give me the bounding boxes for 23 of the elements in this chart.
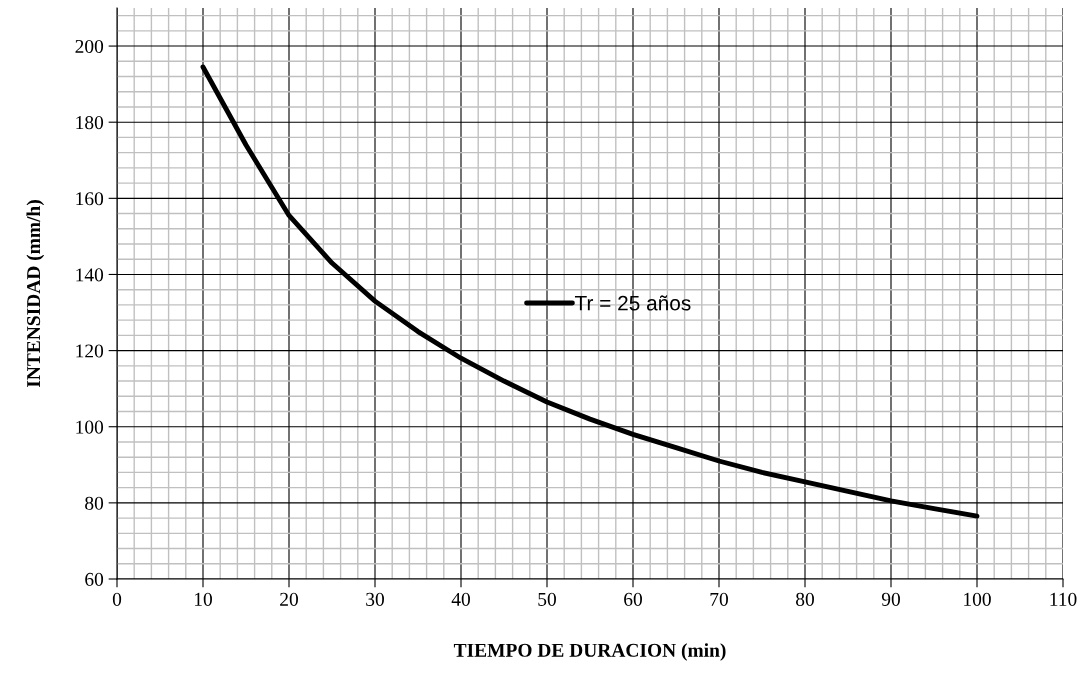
y-tick-label: 180 xyxy=(76,116,104,130)
y-tick-label: 80 xyxy=(85,496,104,510)
x-axis-title: TIEMPO DE DURACION (min) xyxy=(453,643,726,661)
x-tick-label: 30 xyxy=(366,592,384,606)
x-tick-label: 40 xyxy=(451,592,470,606)
x-tick-label: 70 xyxy=(710,592,728,606)
x-tick-label: 50 xyxy=(538,592,556,606)
y-tick-label: 140 xyxy=(76,268,104,282)
y-tick-label: 120 xyxy=(76,344,104,358)
x-tick-label: 0 xyxy=(112,592,122,606)
y-axis-title: INTENSIDAD (mm/h) xyxy=(26,200,45,388)
y-tick-label: 160 xyxy=(76,192,104,206)
x-tick-label: 60 xyxy=(624,592,642,606)
y-tick-label: 60 xyxy=(85,572,104,586)
x-tick-label: 90 xyxy=(881,592,900,606)
x-tick-label: 80 xyxy=(796,592,814,606)
y-tick-label: 100 xyxy=(76,420,104,434)
y-tick-label: 200 xyxy=(75,39,104,53)
x-tick-label: 20 xyxy=(280,592,298,606)
x-tick-label: 100 xyxy=(964,592,991,606)
x-tick-label: 10 xyxy=(194,592,212,606)
legend-label: Tr = 25 años xyxy=(574,295,691,311)
x-tick-label: 110 xyxy=(1050,592,1077,606)
